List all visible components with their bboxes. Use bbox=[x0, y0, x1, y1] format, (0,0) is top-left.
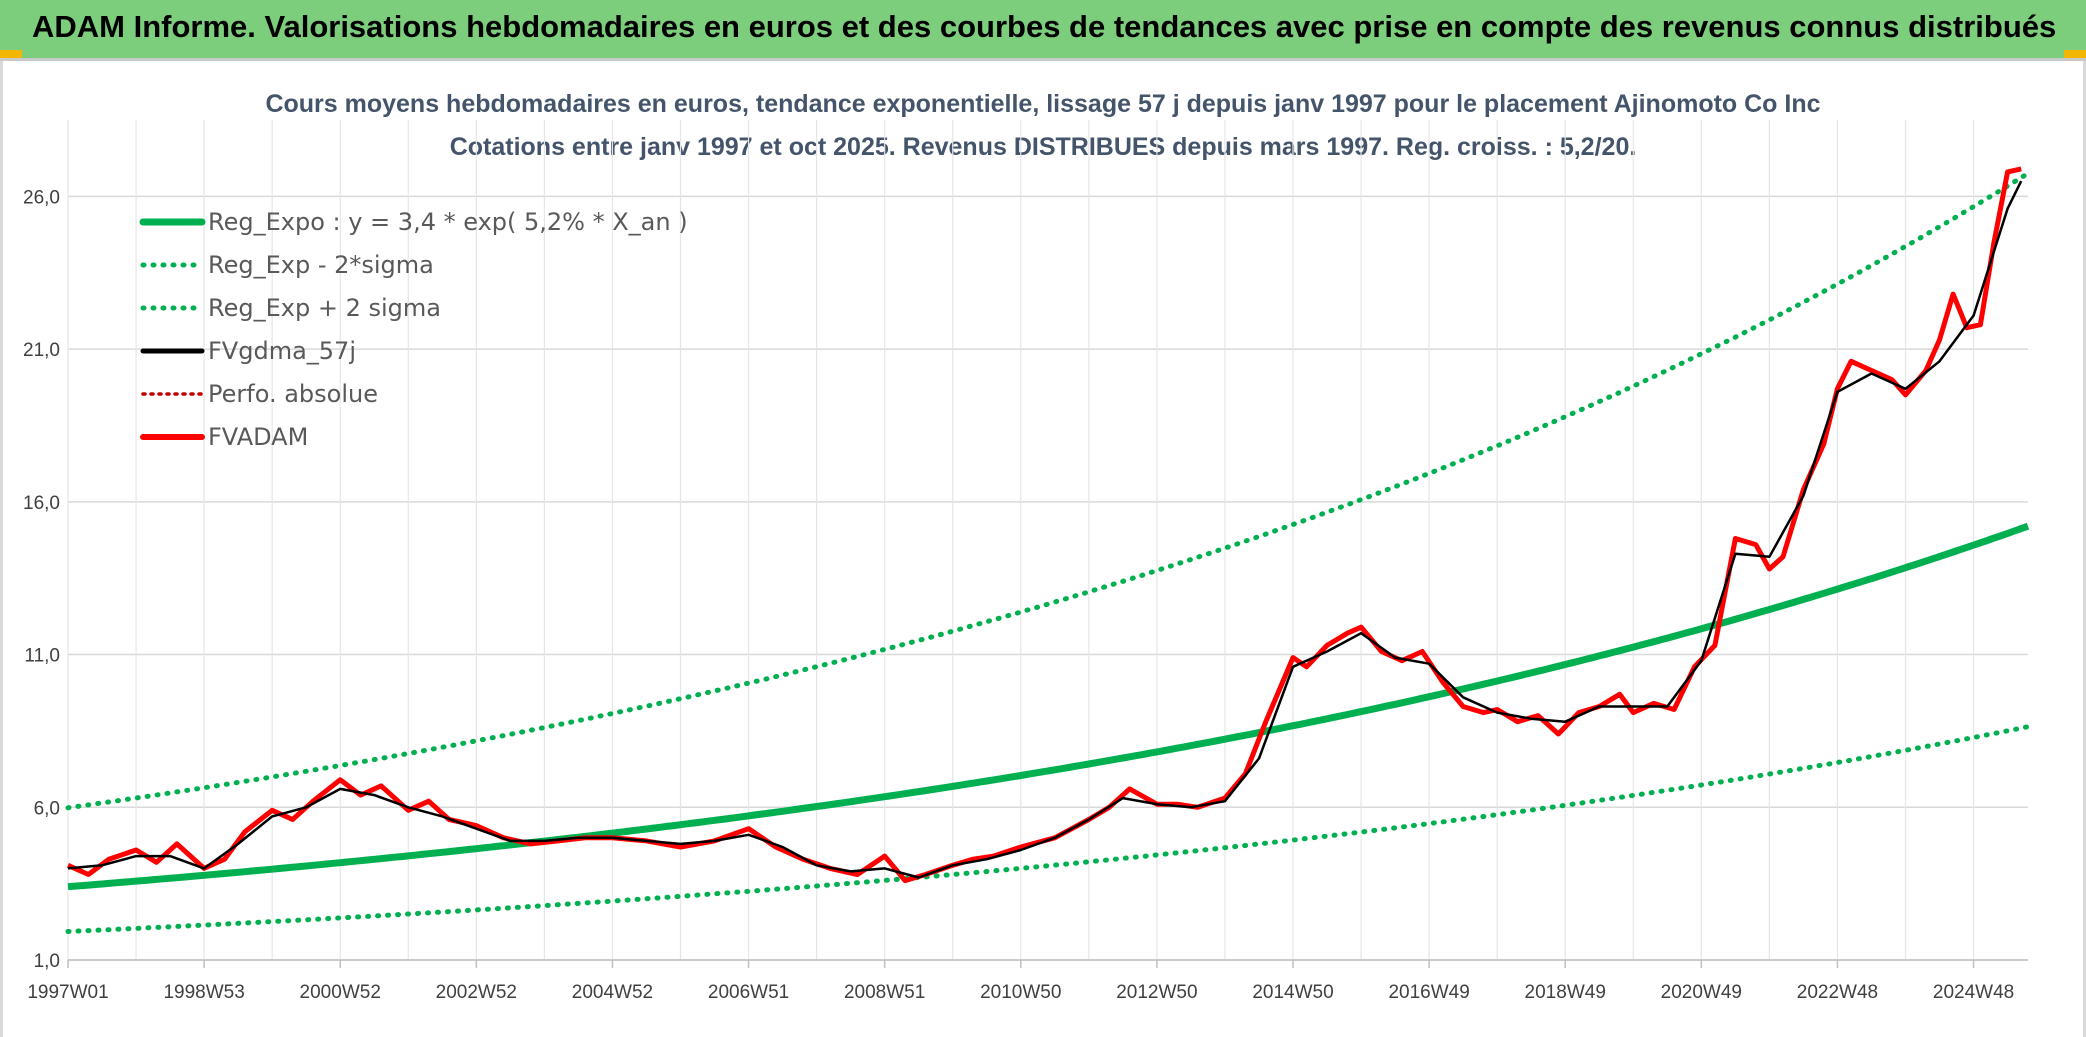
series-reg-expo bbox=[67, 522, 2030, 891]
x-tick-label: 2022W48 bbox=[1797, 982, 1878, 1003]
banner-corner-left bbox=[0, 50, 22, 58]
x-tick-label: 1997W01 bbox=[27, 982, 108, 1003]
frame-border-right bbox=[2083, 61, 2086, 1037]
frame-border-left bbox=[0, 61, 3, 1037]
y-tick-label: 16,0 bbox=[23, 493, 60, 514]
x-tick-label: 2024W48 bbox=[1933, 982, 2014, 1003]
banner-title: ADAM Informe. Valorisations hebdomadaire… bbox=[32, 9, 2057, 44]
x-tick-label: 2004W52 bbox=[572, 982, 653, 1003]
chart-title: Cours moyens hebdomadaires en euros, ten… bbox=[265, 90, 1820, 118]
legend-label: FVgdma_57j bbox=[208, 337, 356, 365]
x-tick-label: 2014W50 bbox=[1252, 982, 1333, 1003]
x-tick-label: 1998W53 bbox=[163, 982, 244, 1003]
legend-label: Reg_Exp + 2 sigma bbox=[208, 294, 441, 322]
legend-label: FVADAM bbox=[208, 423, 308, 451]
y-tick-label: 21,0 bbox=[23, 340, 60, 361]
x-tick-label: 2006W51 bbox=[708, 982, 789, 1003]
legend-label: Perfo. absolue bbox=[208, 380, 378, 408]
banner-corner-right bbox=[2064, 50, 2086, 58]
chart-subtitle: Cotations entre janv 1997 et oct 2025. R… bbox=[450, 133, 1637, 161]
grid bbox=[67, 120, 2028, 961]
legend: Reg_Expo : y = 3,4 * exp( 5,2% * X_an ) R… bbox=[139, 208, 688, 451]
legend-label: Reg_Exp - 2*sigma bbox=[208, 251, 434, 279]
x-tick-label: 2020W49 bbox=[1661, 982, 1742, 1003]
x-axis: 1997W01 1998W53 2000W52 2002W52 2004W52 2006W… bbox=[27, 960, 2014, 1003]
legend-label: Reg_Expo : y = 3,4 * exp( 5,2% * X_an ) bbox=[208, 208, 688, 236]
x-tick-label: 2016W49 bbox=[1388, 982, 1469, 1003]
series-reg-plus-2sigma bbox=[65, 170, 2031, 811]
series-reg-minus-2sigma bbox=[65, 724, 2031, 934]
x-tick-label: 2002W52 bbox=[436, 982, 517, 1003]
series-fvgdma-57j bbox=[67, 180, 2023, 879]
y-tick-label: 11,0 bbox=[24, 646, 60, 667]
y-tick-label: 26,0 bbox=[23, 187, 60, 208]
report-banner: ADAM Informe. Valorisations hebdomadaire… bbox=[0, 0, 2086, 61]
x-tick-label: 2008W51 bbox=[844, 982, 925, 1003]
x-tick-label: 2012W50 bbox=[1116, 982, 1197, 1003]
series-group bbox=[65, 166, 2031, 934]
y-axis: 1,0 6,0 11,0 16,0 21,0 26,0 bbox=[23, 187, 60, 972]
x-tick-label: 2018W49 bbox=[1525, 982, 1606, 1003]
y-tick-label: 1,0 bbox=[34, 951, 60, 972]
x-tick-label: 2010W50 bbox=[980, 982, 1061, 1003]
x-tick-label: 2000W52 bbox=[300, 982, 381, 1003]
y-tick-label: 6,0 bbox=[34, 798, 60, 819]
